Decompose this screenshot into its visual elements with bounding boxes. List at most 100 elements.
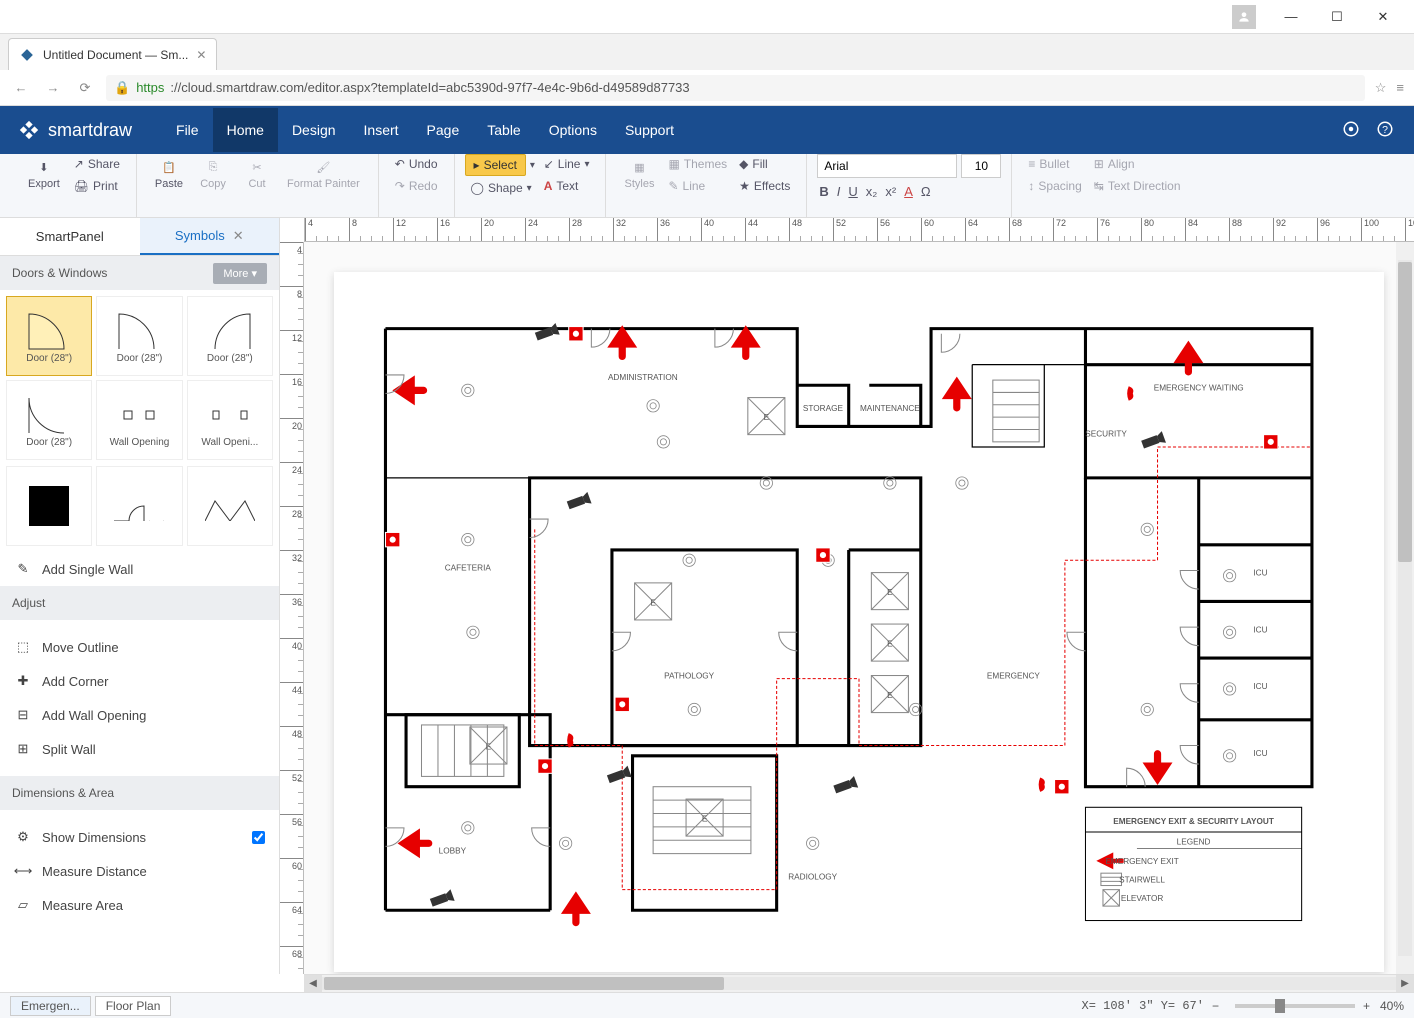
font-family-input[interactable] — [817, 154, 957, 178]
text-direction-button[interactable]: ↹ Text Direction — [1088, 176, 1187, 196]
svg-text:LEGEND: LEGEND — [1177, 837, 1211, 846]
underline-button[interactable]: U — [848, 184, 857, 199]
superscript-button[interactable]: x² — [885, 184, 896, 199]
menu-home[interactable]: Home — [213, 108, 278, 152]
symbol-item[interactable] — [187, 466, 273, 546]
minimize-button[interactable]: — — [1268, 2, 1314, 32]
page-tab-emergency[interactable]: Emergen... — [10, 996, 91, 1016]
browser-tab[interactable]: Untitled Document — Sm... ✕ — [8, 38, 217, 70]
browser-menu-button[interactable]: ≡ — [1396, 80, 1404, 95]
format-painter-button[interactable]: 🖌Format Painter — [279, 154, 368, 194]
symbol-grid: Door (28")Door (28")Door (28")Door (28")… — [0, 290, 279, 466]
svg-text:STAIRWELL: STAIRWELL — [1119, 875, 1165, 884]
symbol-item[interactable]: Wall Openi... — [187, 380, 273, 460]
font-size-input[interactable] — [961, 154, 1001, 178]
forward-button[interactable]: → — [42, 77, 64, 99]
bullet-button[interactable]: ≡ Bullet — [1022, 154, 1087, 174]
align-button[interactable]: ⊞ Align — [1088, 154, 1187, 174]
close-symbols-tab-icon[interactable]: ✕ — [233, 228, 244, 244]
select-tool-button[interactable]: ▸ Select — [465, 154, 526, 176]
symbol-item[interactable]: Door (28") — [6, 296, 92, 376]
menu-design[interactable]: Design — [278, 108, 350, 152]
user-avatar-icon[interactable] — [1232, 5, 1256, 29]
symbol-item[interactable]: Door (28") — [96, 296, 182, 376]
text-tool-button[interactable]: A Text — [538, 176, 596, 196]
side-panel: SmartPanel Symbols✕ Doors & Windows More… — [0, 218, 280, 974]
dim-measure-area[interactable]: ▱Measure Area — [14, 888, 265, 922]
svg-text:E: E — [486, 743, 492, 752]
zoom-slider[interactable] — [1235, 1004, 1355, 1008]
spacing-button[interactable]: ↕ Spacing — [1022, 176, 1087, 196]
adjust-header: Adjust — [0, 586, 279, 620]
italic-button[interactable]: I — [837, 184, 841, 199]
symbols-tab[interactable]: Symbols✕ — [140, 218, 280, 255]
canvas[interactable]: ADMINISTRATIONSTORAGEMAINTENANCESECURITY… — [304, 242, 1414, 974]
symbol-item[interactable] — [96, 466, 182, 546]
menu-options[interactable]: Options — [535, 108, 611, 152]
menu-insert[interactable]: Insert — [350, 108, 413, 152]
line-style-button[interactable]: ✎ Line — [662, 176, 733, 196]
menu-table[interactable]: Table — [473, 108, 534, 152]
themes-button[interactable]: ▦ Themes — [662, 154, 733, 174]
zoom-in-button[interactable]: + — [1363, 999, 1370, 1013]
adjust-add-wall-opening[interactable]: ⊟Add Wall Opening — [14, 698, 265, 732]
page-tab-floorplan[interactable]: Floor Plan — [95, 996, 172, 1016]
share-button[interactable]: ↗ Share — [68, 154, 126, 174]
horizontal-scrollbar[interactable]: ◀ ▶ — [304, 974, 1414, 992]
symbol-item[interactable]: Door (28") — [6, 380, 92, 460]
redo-button[interactable]: ↷ Redo — [389, 176, 444, 196]
url-protocol: https — [136, 80, 164, 95]
bold-button[interactable]: B — [819, 184, 828, 199]
symbol-item[interactable]: Wall Opening — [96, 380, 182, 460]
adjust-move-outline[interactable]: ⬚Move Outline — [14, 630, 265, 664]
adjust-add-corner[interactable]: ✚Add Corner — [14, 664, 265, 698]
symbol-item[interactable]: Door (28") — [187, 296, 273, 376]
vertical-scrollbar[interactable] — [1396, 242, 1414, 974]
back-button[interactable]: ← — [10, 77, 32, 99]
tab-close-icon[interactable]: ✕ — [196, 48, 206, 62]
symbol-item[interactable] — [6, 466, 92, 546]
more-symbols-button[interactable]: More ▾ — [213, 263, 267, 284]
shape-tool-button[interactable]: ◯ Shape ▾ — [465, 178, 538, 198]
dim-measure-distance[interactable]: ⟷Measure Distance — [14, 854, 265, 888]
adjust-split-wall[interactable]: ⊞Split Wall — [14, 732, 265, 766]
paste-button[interactable]: 📋Paste — [147, 154, 191, 194]
maximize-button[interactable]: ☐ — [1314, 2, 1360, 32]
omega-button[interactable]: Ω — [921, 184, 931, 199]
styles-button[interactable]: ▦Styles — [616, 154, 662, 194]
help-icon[interactable]: ? — [1376, 120, 1396, 140]
font-color-button[interactable]: A — [904, 184, 913, 199]
smartpanel-tab[interactable]: SmartPanel — [0, 218, 140, 255]
app-logo[interactable]: smartdraw — [18, 119, 132, 141]
add-single-wall-button[interactable]: ✎Add Single Wall — [0, 552, 279, 586]
coordinates-display: X= 108' 3" Y= 67' — [1082, 999, 1204, 1013]
url-input[interactable]: 🔒 https://cloud.smartdraw.com/editor.asp… — [106, 75, 1365, 101]
close-window-button[interactable]: ✕ — [1360, 2, 1406, 32]
effects-button[interactable]: ★ Effects — [733, 176, 796, 196]
dim-show-dimensions[interactable]: ⚙Show Dimensions — [14, 820, 265, 854]
app-menu-bar: smartdraw FileHomeDesignInsertPageTableO… — [0, 106, 1414, 154]
drawing-paper[interactable]: ADMINISTRATIONSTORAGEMAINTENANCESECURITY… — [334, 272, 1384, 972]
menu-support[interactable]: Support — [611, 108, 688, 152]
menu-file[interactable]: File — [162, 108, 213, 152]
export-button[interactable]: ⬇Export — [20, 154, 68, 194]
fill-button[interactable]: ◆ Fill — [733, 154, 796, 174]
svg-text:RADIOLOGY: RADIOLOGY — [788, 872, 837, 881]
cut-button[interactable]: ✂Cut — [235, 154, 279, 194]
svg-text:ICU: ICU — [1253, 625, 1267, 634]
select-dropdown-icon[interactable]: ▾ — [530, 160, 535, 171]
reload-button[interactable]: ⟳ — [74, 77, 96, 99]
menu-page[interactable]: Page — [413, 108, 474, 152]
bookmark-button[interactable]: ☆ — [1375, 80, 1387, 96]
line-tool-button[interactable]: ↙ Line ▾ — [538, 154, 596, 174]
undo-button[interactable]: ↶ Undo — [389, 154, 444, 174]
svg-text:?: ? — [1382, 124, 1388, 136]
print-button[interactable]: 🖨 Print — [68, 176, 126, 196]
svg-text:CAFETERIA: CAFETERIA — [445, 564, 492, 573]
copy-button[interactable]: ⎘Copy — [191, 154, 235, 194]
zoom-out-button[interactable]: − — [1212, 999, 1219, 1013]
subscript-button[interactable]: x₂ — [866, 184, 878, 199]
svg-text:PATHOLOGY: PATHOLOGY — [664, 672, 714, 681]
svg-text:E: E — [887, 640, 893, 649]
notifications-icon[interactable] — [1342, 120, 1362, 140]
